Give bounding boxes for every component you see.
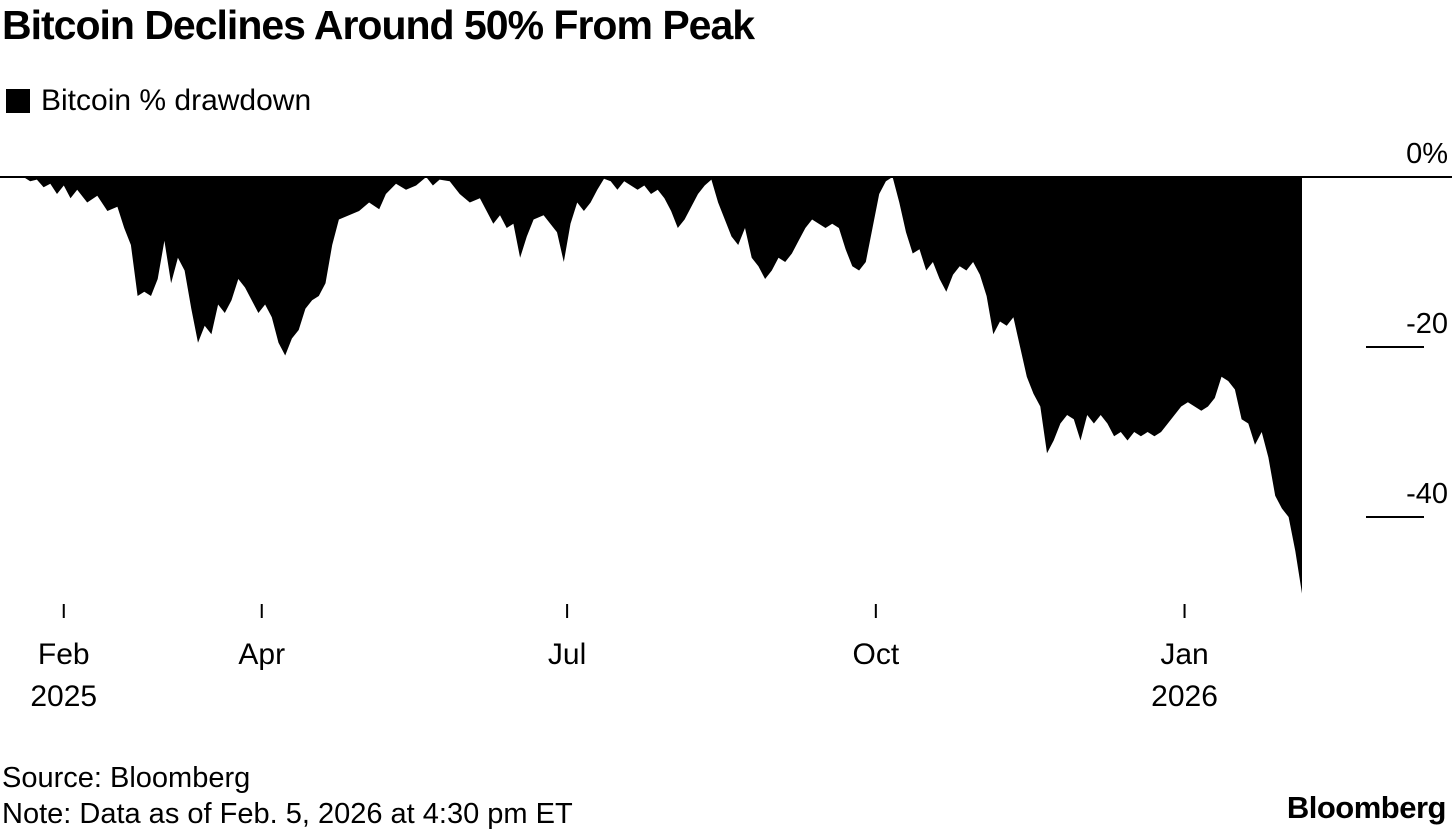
- legend-label: Bitcoin % drawdown: [41, 84, 312, 117]
- x-tick-label: Jan: [1160, 638, 1208, 671]
- drawdown-area: [23, 177, 1302, 594]
- source-text: Source: Bloomberg: [2, 762, 251, 794]
- y-tick-label: 0%: [1406, 138, 1448, 170]
- x-tick-label: Apr: [238, 638, 285, 671]
- legend: Bitcoin % drawdown: [6, 84, 311, 118]
- y-tick-label: -20: [1406, 308, 1448, 340]
- x-tick-label: Oct: [852, 638, 899, 671]
- x-tick-label: Jul: [548, 638, 586, 671]
- bloomberg-logo: Bloomberg: [1286, 790, 1447, 825]
- y-tick-label: -40: [1406, 478, 1448, 510]
- x-tick-year-label: 2026: [1151, 680, 1218, 713]
- note-text: Note: Data as of Feb. 5, 2026 at 4:30 pm…: [2, 798, 573, 830]
- chart-title: Bitcoin Declines Around 50% From Peak: [2, 2, 755, 48]
- x-tick-year-label: 2025: [30, 680, 97, 713]
- legend-swatch: [6, 89, 30, 113]
- x-tick-label: Feb: [38, 638, 90, 671]
